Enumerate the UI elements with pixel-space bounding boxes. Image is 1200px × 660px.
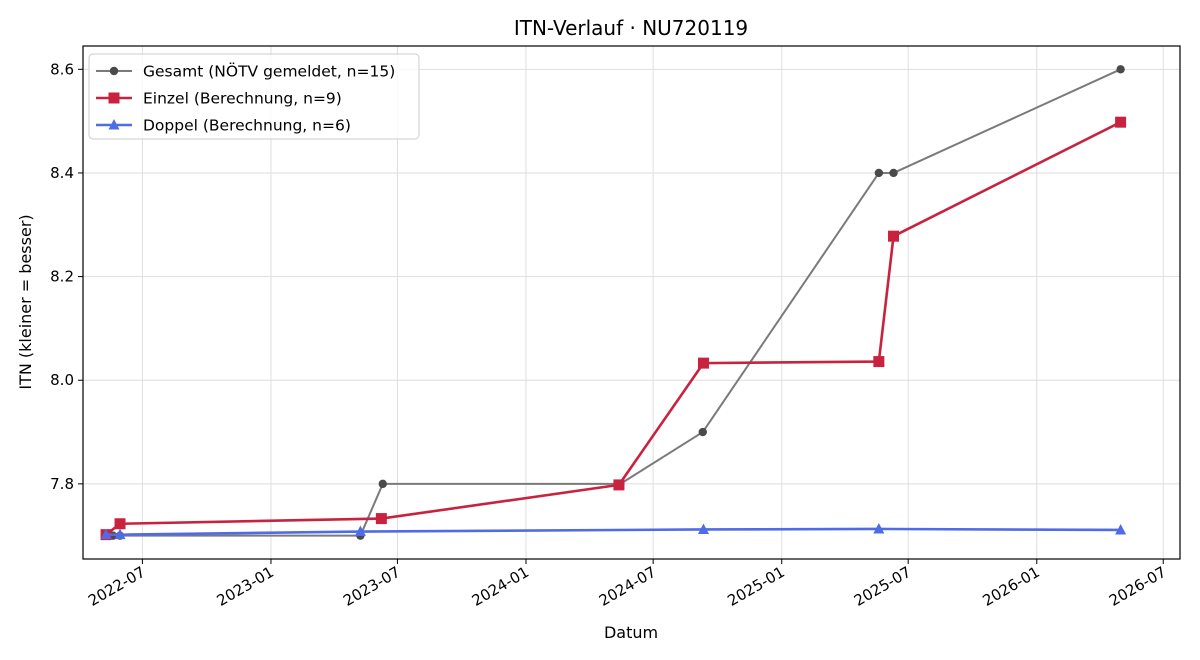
data-point-doppel — [873, 522, 885, 534]
data-point-gesamt — [698, 427, 707, 437]
data-point-doppel — [1115, 523, 1127, 535]
legend-box — [88, 53, 420, 140]
series-layer — [100, 65, 1127, 541]
plot-frame — [82, 45, 1181, 560]
x-axis-label: Datum — [604, 623, 658, 642]
series-doppel — [100, 522, 1127, 540]
y-tick-label: 8.6 — [50, 60, 74, 78]
chart-title: ITN-Verlauf · NU720119 — [514, 16, 748, 40]
data-point-doppel — [697, 523, 709, 534]
data-point-doppel — [354, 525, 366, 537]
data-point-einzel — [375, 513, 387, 525]
series-einzel — [100, 116, 1127, 541]
legend-marker-gesamt — [109, 66, 119, 76]
y-tick-label: 8.4 — [50, 164, 74, 182]
data-point-doppel — [114, 528, 126, 540]
legend-marker-einzel — [108, 92, 120, 104]
data-point-gesamt — [874, 168, 884, 178]
data-point-einzel — [613, 479, 625, 491]
legend-label-doppel: Doppel (Berechnung, n=6) — [143, 117, 351, 135]
series-line-einzel — [105, 121, 1122, 536]
legend-label-einzel: Einzel (Berechnung, n=9) — [143, 90, 342, 108]
data-point-einzel — [1115, 116, 1127, 128]
data-point-gesamt — [378, 479, 387, 489]
y-tick-label: 8.0 — [50, 371, 74, 389]
legend-marker-doppel — [108, 119, 120, 130]
y-axis-label: ITN (kleiner = besser) — [16, 214, 35, 389]
data-point-gesamt — [1116, 65, 1125, 74]
data-point-doppel — [100, 528, 112, 540]
data-point-einzel — [697, 357, 709, 369]
legend-label-gesamt: Gesamt (NÖTV gemeldet, n=15) — [143, 62, 395, 81]
y-axis-ticks: 7.8 8.0 8.2 8.4 8.6 — [50, 60, 83, 493]
data-point-einzel — [873, 356, 885, 368]
legend: Gesamt (NÖTV gemeldet, n=15) Einzel (Bere… — [88, 53, 420, 140]
y-tick-label: 8.2 — [50, 268, 74, 286]
data-point-einzel — [114, 518, 126, 530]
y-tick-label: 7.8 — [50, 475, 74, 493]
data-point-gesamt — [889, 168, 898, 178]
data-point-einzel — [888, 230, 900, 242]
